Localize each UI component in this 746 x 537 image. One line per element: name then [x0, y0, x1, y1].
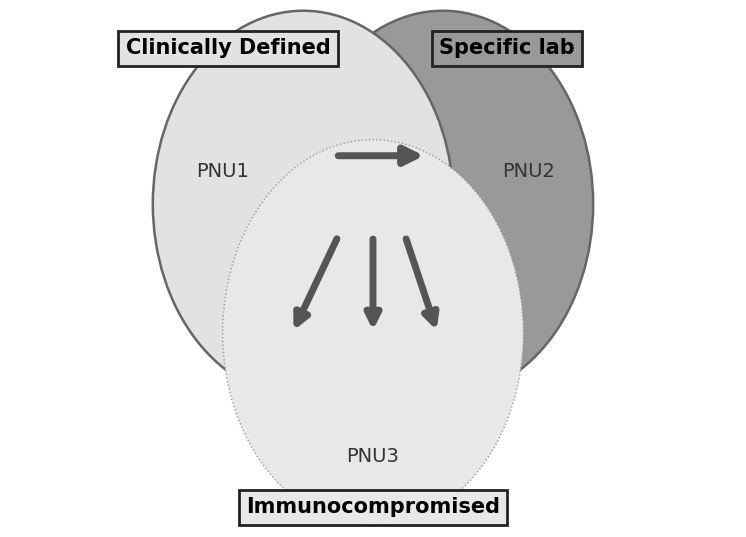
Text: Immunocompromised: Immunocompromised — [246, 497, 500, 518]
Text: Clinically Defined: Clinically Defined — [125, 38, 330, 59]
Ellipse shape — [222, 140, 524, 526]
Text: PNU3: PNU3 — [347, 447, 399, 466]
Text: PNU2: PNU2 — [502, 162, 555, 182]
Text: PNU1: PNU1 — [196, 162, 249, 182]
Ellipse shape — [292, 11, 593, 397]
Ellipse shape — [153, 11, 454, 397]
Text: Specific lab: Specific lab — [439, 38, 575, 59]
